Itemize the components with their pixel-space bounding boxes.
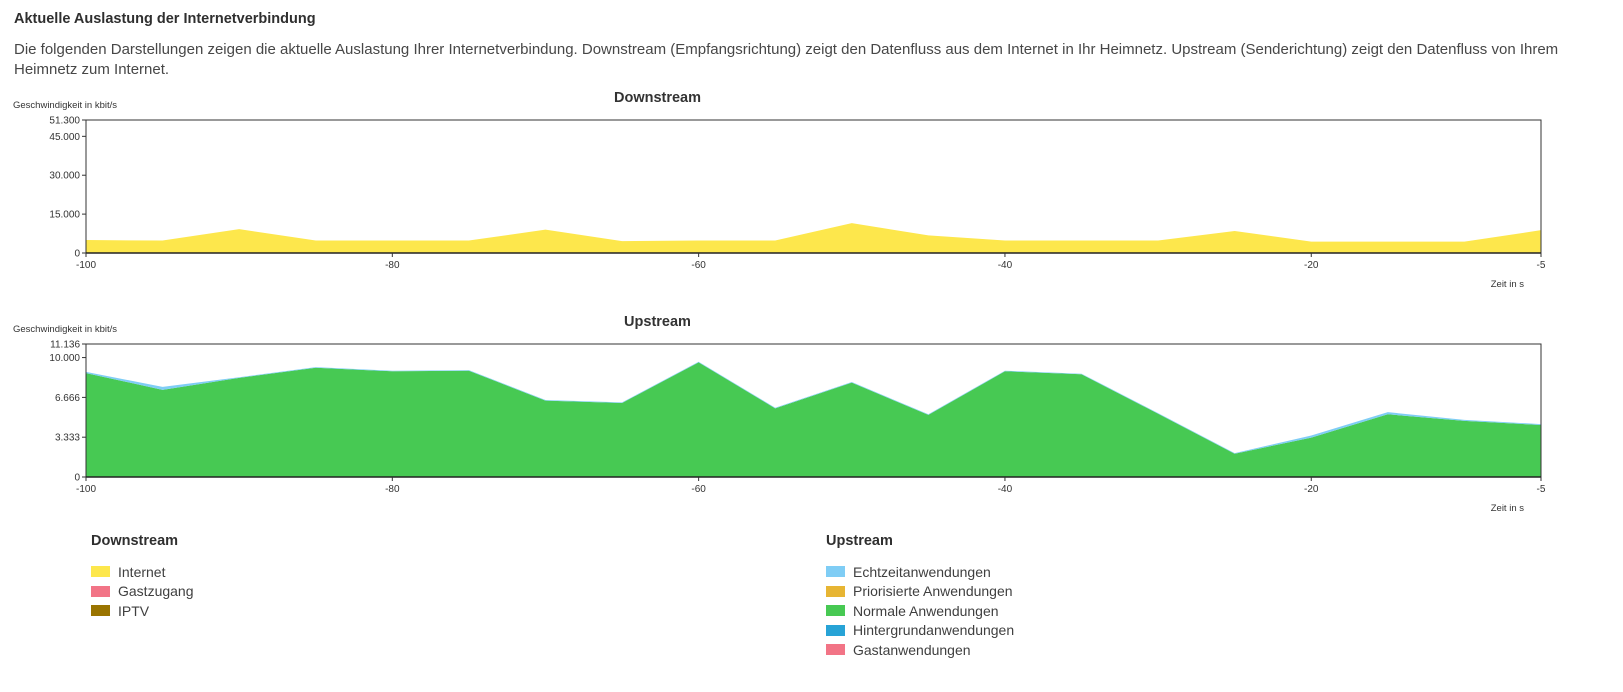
legend-item-gast: Gastanwendungen (826, 640, 1014, 660)
y-tick-label: 15.000 (49, 210, 80, 221)
x-tick-label: -20 (1304, 484, 1319, 495)
y-tick-label: 51.300 (49, 116, 80, 127)
legend-label: Hintergrundanwendungen (853, 622, 1015, 639)
x-axis-label: Zeit in s (1491, 503, 1525, 514)
x-tick-label: -100 (76, 484, 96, 495)
legend-swatch (826, 566, 845, 578)
page-title: Aktuelle Auslastung der Internetverbindu… (14, 11, 316, 27)
downstream-legend: Downstream Internet Gastzugang IPTV (91, 533, 194, 621)
legend-label: IPTV (118, 602, 150, 619)
legend-swatch (826, 624, 845, 636)
legend-item-internet: Internet (91, 562, 194, 582)
x-tick-label: -80 (385, 260, 400, 271)
legend-label: Normale Anwendungen (853, 602, 999, 619)
legend-swatch (826, 605, 845, 617)
legend-swatch (91, 566, 110, 578)
legend-swatch (91, 605, 110, 617)
legend-label: Priorisierte Anwendungen (853, 583, 1013, 600)
x-tick-label: -80 (385, 484, 400, 495)
y-axis-label: Geschwindigkeit in kbit/s (13, 324, 117, 335)
y-tick-label: 30.000 (49, 171, 80, 182)
legend-item-hintergrund: Hintergrundanwendungen (826, 621, 1014, 641)
x-axis-label: Zeit in s (1491, 279, 1525, 290)
x-tick-label: -40 (998, 260, 1013, 271)
y-axis-label: Geschwindigkeit in kbit/s (13, 100, 117, 111)
downstream-legend-title: Downstream (91, 533, 179, 549)
y-tick-label: 45.000 (49, 132, 80, 143)
chart-title: Upstream (624, 314, 691, 330)
legend-item-iptv: IPTV (91, 601, 194, 621)
legend-item-echtzeit: Echtzeitanwendungen (826, 562, 1014, 582)
upstream-legend: Upstream Echtzeitanwendungen Priorisiert… (826, 533, 1014, 660)
chart-title: Downstream (614, 90, 701, 106)
legend-swatch (91, 585, 110, 597)
upstream-legend-title: Upstream (826, 533, 893, 549)
legend-label: Internet (118, 563, 166, 580)
x-tick-label: -40 (998, 484, 1013, 495)
y-tick-label: 11.136 (50, 340, 80, 351)
x-tick-label: -60 (691, 260, 706, 271)
x-tick-label: -100 (76, 260, 96, 271)
y-tick-label: 3.333 (55, 433, 80, 444)
x-tick-label: -5 (1537, 260, 1546, 271)
y-tick-label: 6.666 (55, 393, 80, 404)
downstream-chart: Downstream Geschwindigkeit in kbit/s 51.30… (13, 90, 1546, 290)
x-tick-label: -60 (691, 484, 706, 495)
area-series-internet (86, 223, 1541, 253)
area-series-normale-anwendungen (86, 362, 1541, 477)
y-tick-label: 0 (74, 249, 80, 260)
legend-item-priorisiert: Priorisierte Anwendungen (826, 582, 1014, 602)
page-description: Die folgenden Darstellungen zeigen die a… (14, 41, 1559, 78)
y-tick-label: 0 (74, 473, 80, 484)
y-tick-label: 10.000 (49, 353, 80, 364)
legend-label: Gastanwendungen (853, 641, 971, 658)
legend-label: Echtzeitanwendungen (853, 563, 991, 580)
legend-item-gastzugang: Gastzugang (91, 582, 194, 602)
legend-item-normal: Normale Anwendungen (826, 601, 1014, 621)
legend-swatch (826, 644, 845, 656)
upstream-chart: Upstream Geschwindigkeit in kbit/s 11.136 1… (13, 314, 1546, 514)
legend-swatch (826, 585, 845, 597)
x-tick-label: -20 (1304, 260, 1319, 271)
legend-label: Gastzugang (118, 583, 194, 600)
x-tick-label: -5 (1537, 484, 1546, 495)
